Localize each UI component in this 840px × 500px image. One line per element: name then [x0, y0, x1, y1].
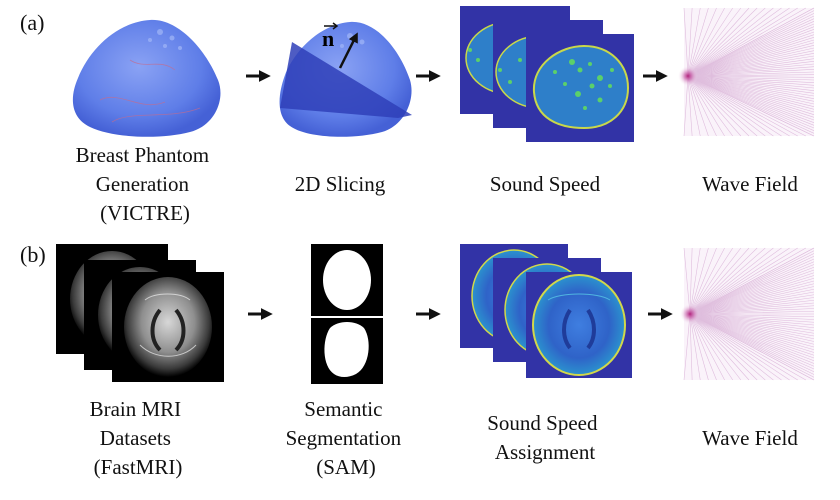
- caption-wave-field-b: Wave Field: [702, 426, 798, 450]
- brain-mri-stack: [56, 244, 224, 382]
- slicing-image: n: [279, 21, 412, 137]
- wave-field-a: [678, 7, 815, 137]
- sound-speed-stack-b: [460, 244, 632, 378]
- slice-plane: [280, 42, 412, 118]
- caption-2d-slicing: 2D Slicing: [295, 172, 386, 196]
- panel-b-tag: (b): [20, 242, 46, 267]
- breast-phantom-image: [72, 19, 221, 137]
- caption-breast-phantom: Breast Phantom Generation (VICTRE): [76, 143, 215, 225]
- wave-source-a: [678, 66, 698, 86]
- normal-vector-arrow: [338, 32, 358, 69]
- caption-wave-field-a: Wave Field: [702, 172, 798, 196]
- sound-speed-stack-a: [460, 6, 634, 142]
- normal-vector-label: n: [322, 26, 334, 51]
- panel-a-tag: (a): [20, 10, 44, 35]
- caption-sound-speed-assignment: Sound Speed Assignment: [487, 411, 603, 464]
- caption-brain-mri: Brain MRI Datasets (FastMRI): [90, 397, 187, 479]
- wave-field-b: [680, 247, 815, 381]
- caption-semantic-segmentation: Semantic Segmentation (SAM): [286, 397, 407, 479]
- caption-sound-speed: Sound Speed: [490, 172, 601, 196]
- wave-source-b: [680, 304, 700, 324]
- segmentation-masks: [311, 244, 383, 384]
